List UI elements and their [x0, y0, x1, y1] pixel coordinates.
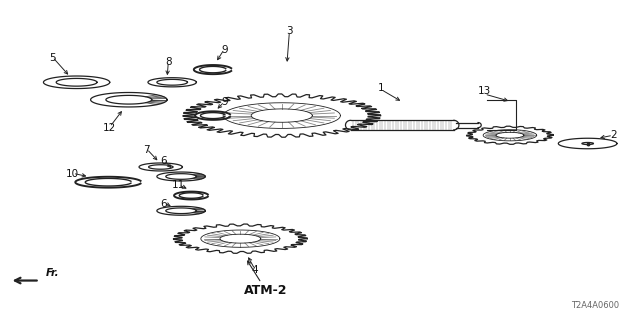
Text: 5: 5	[49, 53, 56, 63]
Text: 10: 10	[66, 169, 79, 179]
Text: ATM-2: ATM-2	[244, 284, 287, 297]
Text: 12: 12	[103, 123, 116, 133]
Text: 1: 1	[378, 83, 385, 93]
Text: Fr.: Fr.	[46, 268, 60, 278]
Text: 7: 7	[143, 145, 150, 155]
Text: 9: 9	[221, 97, 228, 107]
Text: T2A4A0600: T2A4A0600	[572, 301, 620, 310]
Text: 13: 13	[478, 86, 491, 96]
Text: 9: 9	[221, 44, 228, 55]
Text: 2: 2	[610, 130, 616, 140]
Text: 3: 3	[286, 26, 292, 36]
Text: 6: 6	[161, 199, 167, 209]
Text: 8: 8	[165, 57, 172, 67]
Text: 6: 6	[161, 156, 167, 166]
Text: 11: 11	[172, 180, 185, 190]
Text: 4: 4	[252, 265, 259, 276]
